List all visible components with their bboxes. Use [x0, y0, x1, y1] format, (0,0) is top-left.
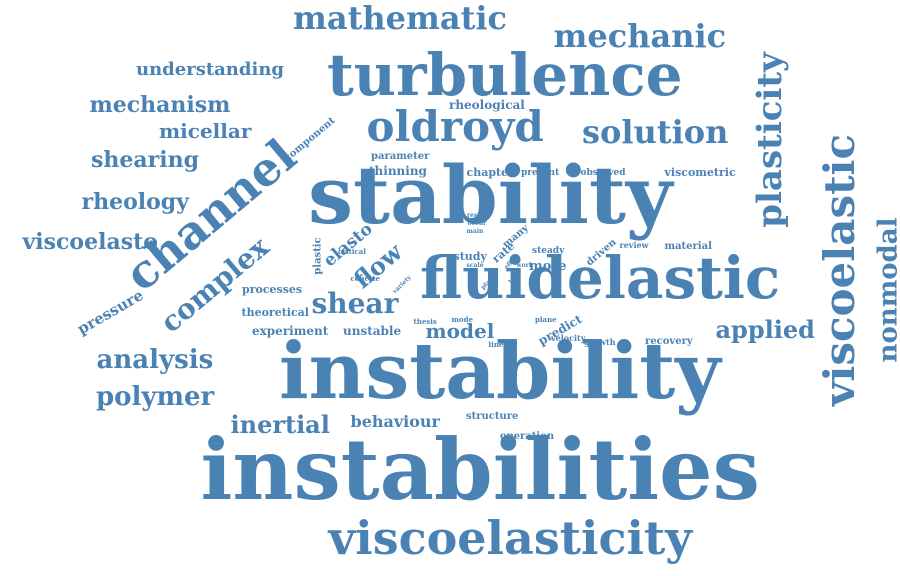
word-applied: applied — [715, 315, 815, 344]
word-understanding: understanding — [136, 59, 284, 80]
word-occur: occur — [467, 220, 487, 227]
word-rheology: rheology — [81, 189, 189, 215]
word-plastic: plastic — [312, 237, 324, 275]
word-solution: solution — [582, 113, 729, 151]
word-processes: processes — [242, 282, 303, 296]
word-theoretical: theoretical — [241, 305, 309, 319]
word-critical: critical — [338, 246, 366, 256]
word-result: result — [467, 212, 487, 219]
word-linear: linear — [488, 339, 512, 349]
word-viscoelasticity: viscoelasticity — [328, 511, 692, 565]
word-pressure: pressure — [73, 285, 147, 338]
word-experiment: experiment — [252, 324, 329, 338]
word-work: work — [516, 262, 534, 269]
word-rheological: rheological — [449, 98, 525, 112]
word-unstable: unstable — [343, 324, 402, 338]
word-plane: plane — [535, 314, 557, 324]
word-parameter: parameter — [371, 151, 430, 162]
word-present: present — [521, 167, 560, 178]
word-scale: scale — [466, 262, 484, 269]
word-inertial: inertial — [230, 410, 330, 439]
word-behaviour: behaviour — [350, 412, 440, 431]
word-viscoelasto: viscoelasto — [22, 229, 158, 255]
word-mechanic: mechanic — [553, 17, 727, 55]
word-couette: couette — [350, 273, 380, 283]
word-stability: stability — [308, 148, 673, 242]
word-recovery: recovery — [645, 336, 693, 347]
word-shearing: shearing — [91, 147, 199, 173]
word-main: main — [466, 228, 484, 235]
word-review: review — [619, 240, 649, 250]
word-nonmodal: nonmodal — [872, 217, 900, 363]
word-thesis: thesis — [413, 316, 437, 326]
word-steady: steady — [532, 245, 565, 256]
word-turbulence: turbulence — [327, 41, 683, 109]
word-polymer: polymer — [96, 382, 215, 412]
word-oldroyd: oldroyd — [366, 102, 544, 151]
word-structure: structure — [466, 411, 519, 422]
word-analysis: analysis — [96, 345, 214, 375]
word-growth: growth — [584, 337, 616, 347]
word-plasticity: plasticity — [749, 52, 790, 228]
word-observed: observed — [580, 167, 626, 178]
word-mathematic: mathematic — [293, 0, 508, 37]
word-more: more — [529, 258, 567, 274]
word-study: study — [453, 249, 487, 263]
word-instabilities: instabilities — [200, 420, 760, 519]
word-thinning: thinning — [369, 164, 427, 178]
word-viscoelastic: viscoelastic — [815, 133, 865, 407]
word-model: model — [425, 319, 495, 343]
word-chapter: chapter — [466, 165, 514, 179]
word-velocity: velocity — [551, 333, 586, 343]
word-viscometric: viscometric — [664, 165, 736, 179]
word-variety: variety — [391, 274, 413, 296]
word-material: material — [664, 241, 712, 252]
word-shear: shear — [311, 287, 399, 320]
word-mechanism: mechanism — [89, 92, 231, 118]
word-fluidelastic: fluidelastic — [420, 244, 781, 312]
word-micellar: micellar — [159, 119, 252, 143]
word-operation: operation — [500, 431, 555, 442]
word-instability: instability — [279, 326, 721, 417]
word-mode: mode — [451, 314, 473, 324]
